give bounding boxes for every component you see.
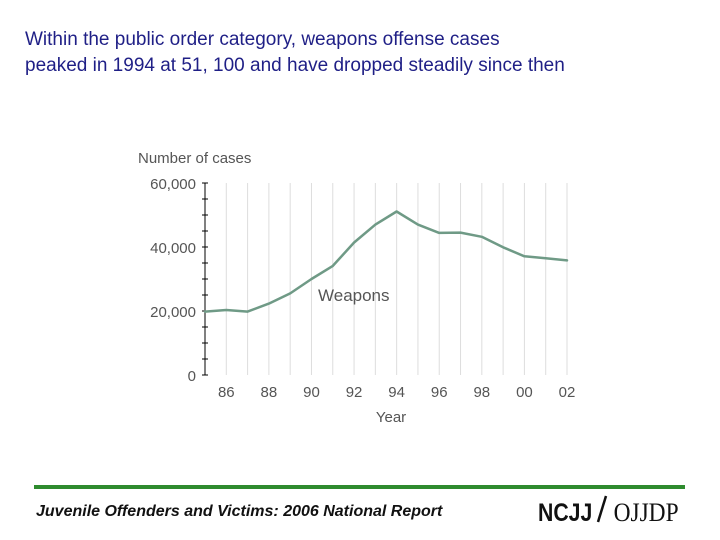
x-tick-label: 00: [516, 384, 533, 401]
headline-line-2: peaked in 1994 at 51, 100 and have dropp…: [25, 55, 565, 76]
x-tick-label: 90: [303, 384, 320, 401]
x-axis-ticks: 86 88 90 92 94 96 98 00 02: [218, 384, 575, 401]
footer-divider: [34, 485, 685, 489]
y-tick-label: 60,000: [150, 176, 196, 193]
y-axis-ticks: 0 20,000 40,000 60,000: [150, 176, 196, 385]
y-axis-title: Number of cases: [138, 150, 251, 167]
x-tick-label: 96: [431, 384, 448, 401]
weapons-cases-chart: Number of cases 0 20,000 40,000 60,000 86 88…: [138, 150, 575, 426]
ncjj-ojjdp-logo: NCJJ OJJDP: [538, 495, 679, 527]
svg-text:OJJDP: OJJDP: [614, 499, 679, 527]
x-tick-label: 92: [346, 384, 363, 401]
x-axis-title: Year: [376, 409, 406, 426]
headline-line-1: Within the public order category, weapon…: [25, 29, 500, 50]
x-tick-label: 88: [261, 384, 278, 401]
chart-grid: [202, 182, 568, 376]
x-tick-label: 94: [388, 384, 405, 401]
y-tick-label: 0: [188, 368, 196, 385]
y-tick-label: 20,000: [150, 304, 196, 321]
svg-text:NCJJ: NCJJ: [538, 498, 592, 526]
x-tick-label: 86: [218, 384, 235, 401]
headline: Within the public order category, weapon…: [25, 27, 705, 79]
x-tick-label: 98: [473, 384, 490, 401]
footer-citation: Juvenile Offenders and Victims: 2006 Nat…: [36, 503, 443, 520]
weapons-series-line: [203, 210, 569, 313]
x-tick-label: 02: [559, 384, 576, 401]
y-tick-label: 40,000: [150, 240, 196, 257]
series-label-weapons: Weapons: [318, 286, 390, 305]
